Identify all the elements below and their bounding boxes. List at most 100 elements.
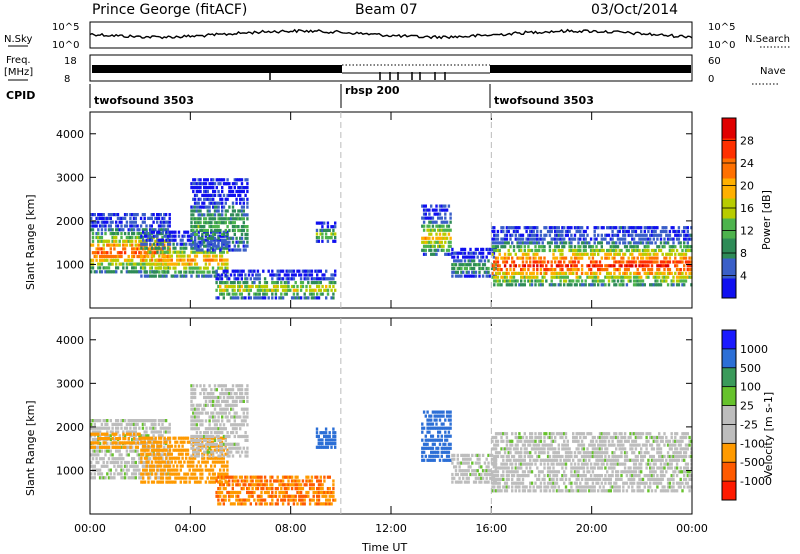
echo-cell (668, 260, 672, 264)
echo-cell (478, 259, 481, 263)
echo-cell (115, 239, 118, 243)
echo-cell (289, 288, 292, 292)
echo-cell (190, 434, 193, 439)
echo-cell (445, 410, 449, 414)
echo-cell (579, 245, 582, 249)
echo-cell (559, 260, 562, 264)
echo-cell (449, 426, 452, 430)
echo-cell (100, 228, 104, 232)
echo-cell (132, 254, 136, 259)
echo-cell (217, 193, 220, 197)
echo-cell (534, 256, 537, 260)
echo-cell (422, 446, 426, 450)
echo-cell (326, 475, 330, 479)
echo-cell (95, 445, 98, 449)
echo-cell (168, 258, 172, 262)
echo-cell (127, 262, 130, 266)
echo-cell (136, 419, 139, 423)
echo-cell (116, 445, 120, 449)
echo-cell (161, 216, 164, 220)
echo-cell (195, 225, 199, 229)
echo-cell (548, 233, 552, 237)
echo-cell (197, 460, 200, 464)
echo-cell (298, 490, 301, 495)
echo-cell (152, 247, 155, 251)
echo-cell (421, 236, 424, 240)
echo-cell (159, 213, 162, 217)
echo-cell (563, 271, 566, 275)
echo-cell (620, 256, 623, 260)
echo-cell (462, 263, 465, 267)
echo-cell (618, 252, 621, 256)
echo-cell (224, 288, 227, 292)
echo-cell (213, 254, 216, 258)
echo-cell (643, 237, 646, 241)
echo-cell (201, 228, 204, 233)
echo-cell (283, 494, 287, 498)
echo-cell (133, 437, 136, 441)
echo-cell (224, 479, 227, 483)
echo-cell (104, 239, 107, 243)
echo-cell (220, 254, 224, 258)
echo-cell (244, 288, 247, 292)
echo-cell (424, 208, 427, 212)
echo-cell (609, 237, 612, 241)
echo-cell (222, 250, 225, 254)
echo-cell (201, 248, 204, 252)
echo-cell (142, 472, 145, 476)
echo-cell (463, 251, 467, 255)
echo-cell (249, 490, 252, 495)
echo-cell (613, 260, 616, 264)
echo-cell (575, 268, 578, 272)
echo-cell (159, 238, 163, 242)
echo-cell (131, 262, 134, 266)
echo-cell (498, 283, 501, 287)
echo-cell (167, 476, 170, 480)
echo-cell (226, 468, 229, 472)
echo-cell (111, 457, 114, 461)
echo-cell (226, 258, 229, 262)
echo-cell (228, 446, 231, 450)
echo-cell (213, 460, 216, 464)
echo-cell (435, 248, 438, 252)
echo-cell (141, 464, 145, 468)
echo-cell (154, 472, 157, 476)
echo-cell (204, 258, 208, 262)
echo-cell (141, 434, 145, 438)
echo-cell (177, 250, 181, 254)
echo-cell (321, 445, 324, 449)
echo-cell (299, 494, 303, 498)
echo-cell (258, 281, 261, 285)
echo-cell (201, 270, 204, 274)
echo-cell (645, 260, 648, 264)
echo-cell (308, 479, 312, 483)
echo-cell (242, 189, 245, 194)
echo-cell (164, 228, 168, 232)
echo-cell (193, 454, 197, 458)
echo-cell (428, 228, 431, 232)
echo-cell (142, 440, 145, 444)
echo-cell (330, 445, 333, 449)
echo-cell (572, 237, 575, 241)
echo-cell (210, 444, 213, 448)
echo-cell (229, 494, 233, 498)
echo-cell (100, 251, 104, 255)
echo-cell (90, 445, 93, 449)
echo-cell (490, 266, 494, 271)
echo-cell (217, 242, 220, 246)
echo-cell (527, 237, 530, 241)
echo-cell (145, 445, 148, 449)
echo-cell (242, 419, 245, 423)
echo-cell (107, 426, 111, 430)
echo-cell (113, 432, 116, 436)
echo-cell (641, 252, 645, 256)
echo-cell (164, 460, 168, 465)
echo-cell (525, 252, 528, 256)
echo-cell (221, 189, 224, 194)
echo-cell (106, 430, 109, 434)
echo-cell (163, 254, 166, 258)
echo-cell (505, 268, 509, 272)
echo-cell (213, 448, 216, 452)
echo-cell (219, 221, 222, 225)
echo-cell (212, 419, 215, 423)
